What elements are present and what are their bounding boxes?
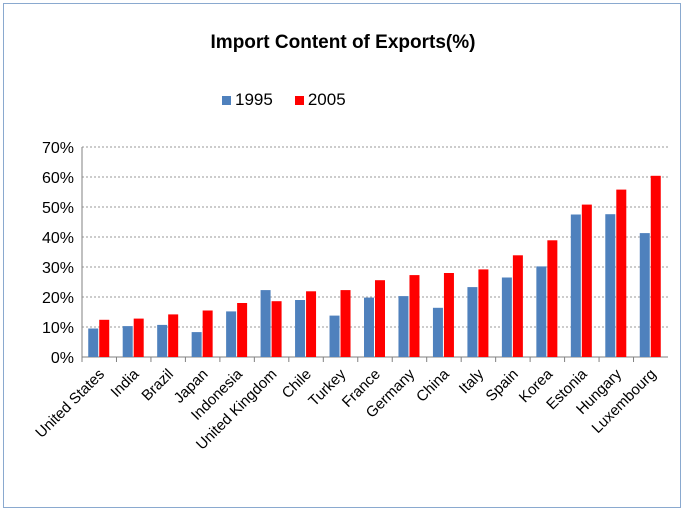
bar-1995 [226,311,237,357]
bar-1995 [639,233,650,357]
y-tick-label: 70% [42,140,74,157]
y-tick-label: 60% [42,170,74,187]
legend-swatch-1995 [222,95,231,105]
bar-1995 [536,266,547,357]
legend-swatch-2005 [294,95,304,105]
bar-1995 [88,328,99,357]
y-tick-label: 0% [51,350,74,367]
x-tick-label: China [413,365,453,405]
x-tick-label: Spain [483,366,522,405]
legend-label-2005: 2005 [307,90,346,109]
bar-1995 [432,307,443,357]
bar-2005 [650,175,661,357]
chart-frame [3,3,681,508]
y-tick-label: 10% [42,320,74,337]
legend-item-1995: 1995 [222,90,273,110]
y-tick-label: 30% [42,260,74,277]
x-tick-label: United States [32,366,108,442]
bar-2005 [581,204,592,357]
bar-1995 [605,214,616,357]
y-tick-label: 20% [42,290,74,307]
bar-1995 [467,287,478,357]
bar-1995 [122,326,133,357]
bar-2005 [237,303,248,357]
bar-2005 [512,255,523,357]
bar-2005 [202,310,213,357]
bar-2005 [547,240,558,357]
y-tick-label: 50% [42,200,74,217]
bar-2005 [616,189,627,357]
bar-2005 [99,319,110,357]
bar-2005 [375,280,385,357]
x-tick-label: India [108,365,143,400]
x-tick-label: Brazil [138,366,177,405]
bar-2005 [168,314,179,357]
bar-2005 [271,301,282,357]
bar-1995 [570,214,581,357]
bar-1995 [329,315,340,357]
bar-2005 [478,269,489,357]
bar-1995 [157,324,168,357]
bar-1995 [260,290,271,357]
y-tick-label: 40% [42,230,74,247]
bar-1995 [364,297,374,357]
bar-2005 [443,273,454,357]
bar-2005 [340,290,351,357]
bar-1995 [191,332,202,357]
chart-title: Import Content of Exports(%) [210,32,476,53]
bar-1995 [398,296,409,357]
bar-2005 [306,291,317,357]
chart-legend: 1995 2005 [222,90,346,110]
legend-label-1995: 1995 [235,90,273,109]
bar-2005 [133,318,144,357]
bar-2005 [409,275,420,357]
legend-item-2005: 2005 [294,90,346,110]
bar-1995 [501,277,512,357]
bar-1995 [295,300,306,357]
